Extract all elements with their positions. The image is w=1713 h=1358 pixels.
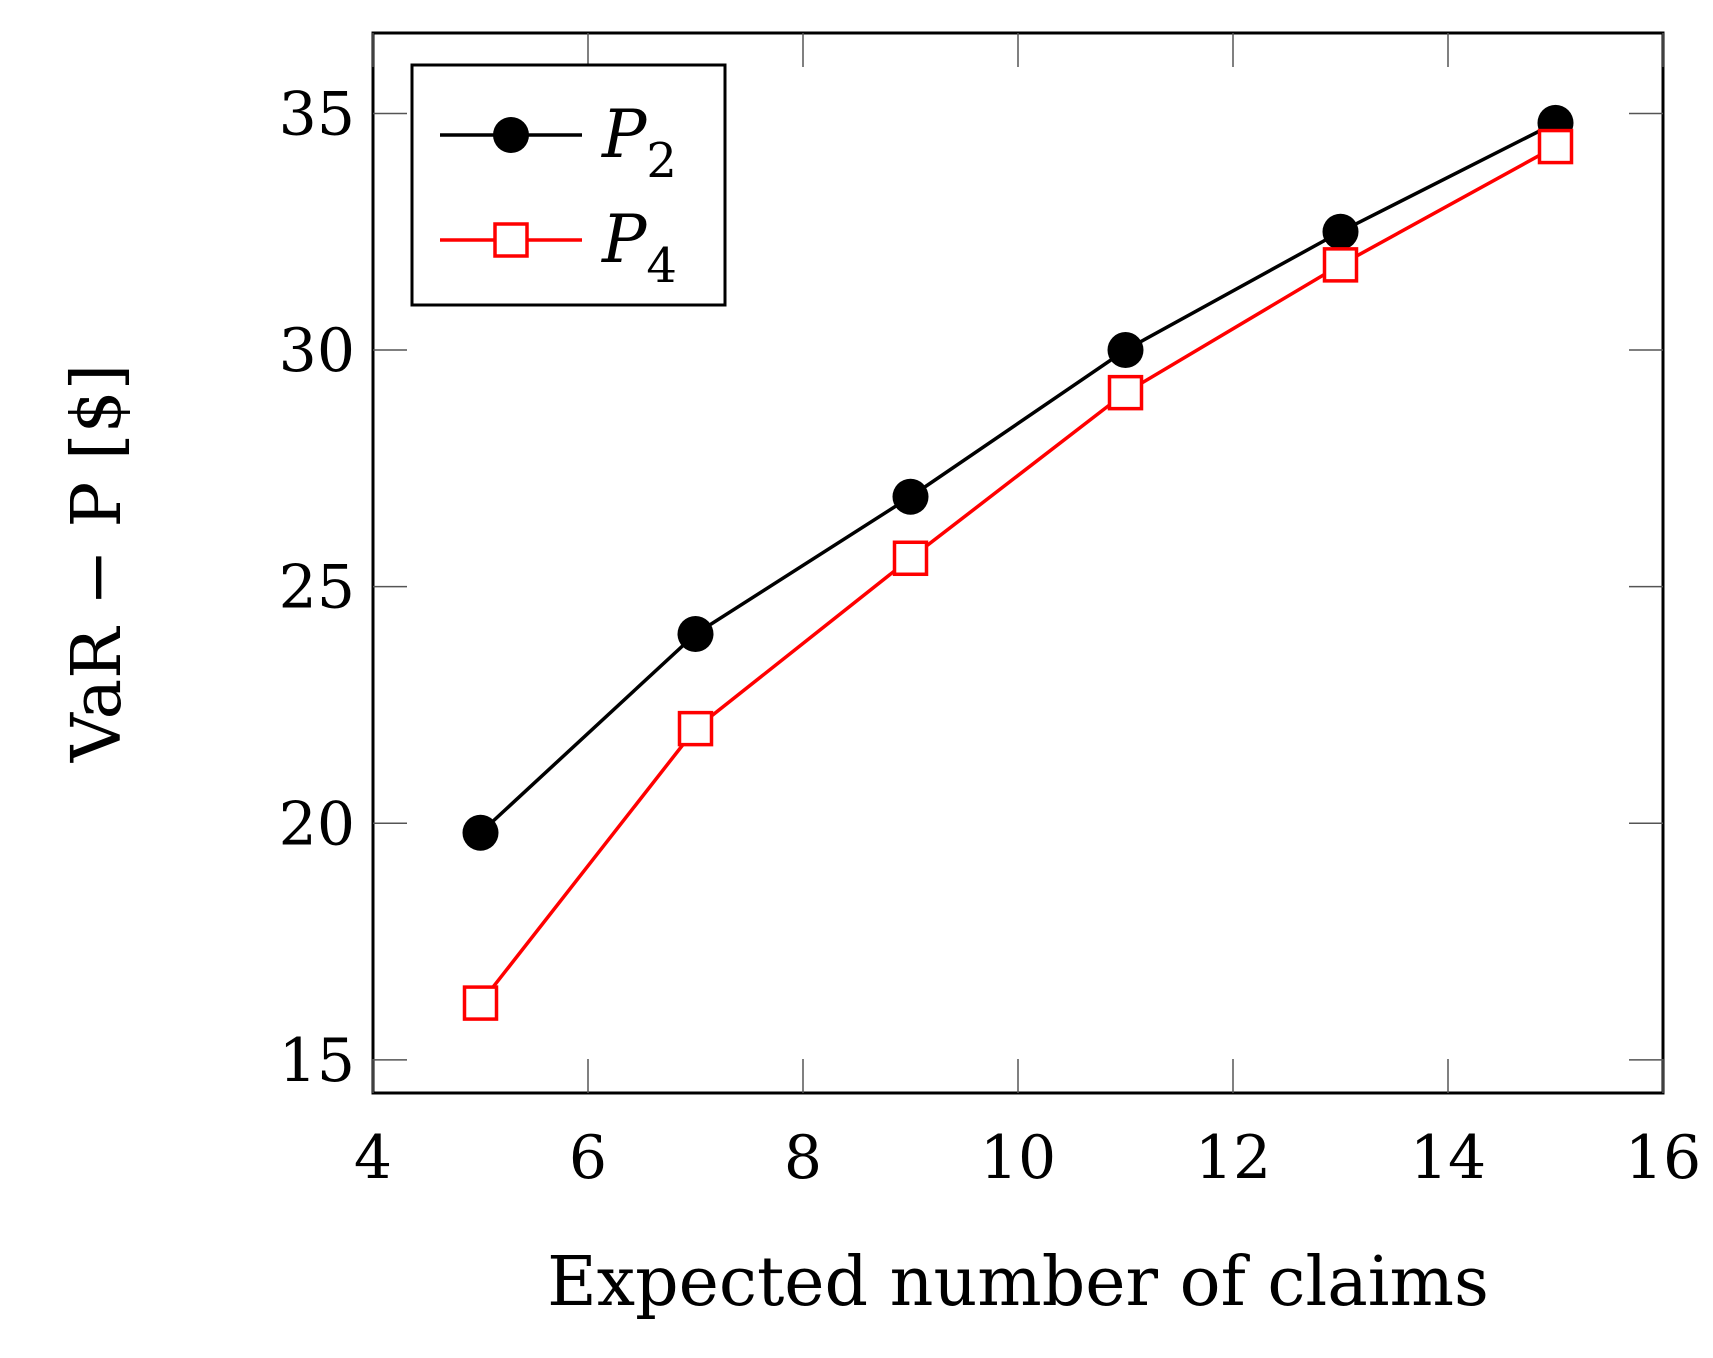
legend-label-main: P (601, 96, 648, 173)
series-p4 (462, 128, 1574, 1021)
y-axis: 15 20 25 30 35 (279, 79, 1663, 1096)
data-point (677, 710, 714, 747)
x-tick-label: 4 (354, 1123, 392, 1193)
legend-item: P4 (440, 201, 677, 294)
data-point (892, 478, 929, 515)
legend-box (410, 63, 727, 307)
data-point (462, 985, 499, 1021)
y-tick-label: 35 (279, 79, 355, 149)
y-tick-label: 30 (279, 316, 355, 386)
y-tick-label: 20 (279, 789, 355, 859)
x-axis: 4 6 8 10 12 14 16 (354, 33, 1701, 1193)
data-point (1107, 374, 1144, 411)
legend-item: P2 (440, 96, 677, 189)
legend-label-subscript: 2 (646, 133, 677, 189)
y-axis-title: VaR − P [$] (58, 364, 137, 764)
legend-marker (493, 117, 529, 153)
data-point (1537, 128, 1574, 165)
x-tick-label: 12 (1195, 1123, 1271, 1193)
series-line (479, 121, 1557, 835)
data-point (677, 615, 714, 652)
x-tick-label: 6 (569, 1123, 607, 1193)
y-tick-label: 15 (279, 1026, 355, 1096)
series-layer (462, 104, 1574, 1021)
x-tick-label: 8 (784, 1123, 822, 1193)
series-line (479, 145, 1557, 1005)
x-tick-label: 10 (980, 1123, 1056, 1193)
y-tick-label: 25 (279, 553, 355, 623)
legend-label: P4 (601, 201, 677, 294)
legend-label: P2 (601, 96, 677, 189)
data-point (462, 814, 499, 851)
data-point (892, 540, 929, 577)
x-axis-title: Expected number of claims (547, 1243, 1489, 1322)
legend-marker (493, 222, 529, 258)
x-tick-label: 14 (1410, 1123, 1486, 1193)
legend-label-subscript: 4 (646, 238, 677, 294)
data-point (1322, 247, 1359, 283)
data-point (1107, 332, 1144, 369)
data-point (1322, 213, 1359, 250)
legend-label-main: P (601, 201, 648, 278)
x-tick-label: 16 (1625, 1123, 1701, 1193)
